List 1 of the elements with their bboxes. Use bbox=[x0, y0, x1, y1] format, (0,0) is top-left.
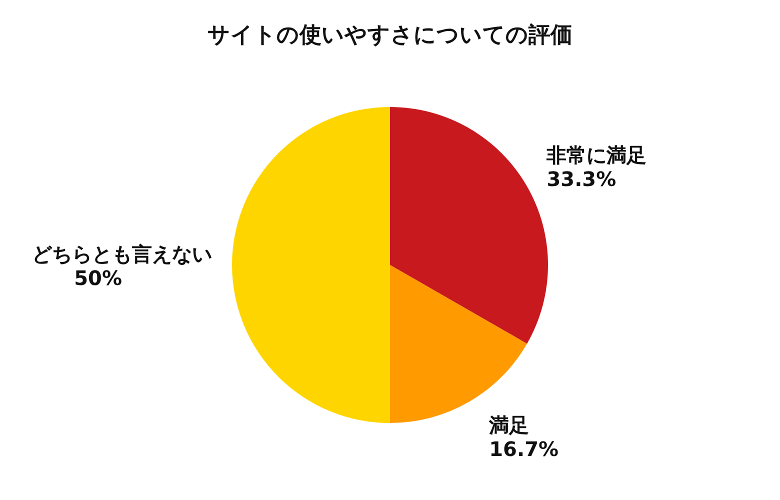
title: サイトの使いやすさについての評価 bbox=[208, 23, 572, 48]
